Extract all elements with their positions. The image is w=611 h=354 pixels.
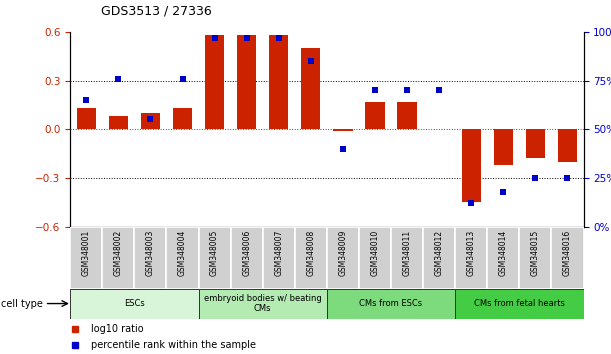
Bar — [199, 289, 327, 319]
Text: percentile rank within the sample: percentile rank within the sample — [91, 340, 256, 350]
Bar — [263, 227, 295, 289]
Point — [563, 175, 573, 181]
Text: GSM348007: GSM348007 — [274, 230, 284, 276]
Bar — [519, 227, 552, 289]
Bar — [359, 227, 391, 289]
Bar — [365, 102, 385, 129]
Text: GSM348009: GSM348009 — [338, 230, 348, 276]
Bar — [103, 227, 134, 289]
Bar — [205, 35, 224, 129]
Text: GSM348002: GSM348002 — [114, 230, 123, 276]
Text: log10 ratio: log10 ratio — [91, 324, 144, 334]
Point — [402, 87, 412, 93]
Point — [306, 58, 316, 64]
Point — [499, 189, 508, 194]
Bar — [327, 227, 359, 289]
Bar — [141, 113, 160, 129]
Bar — [488, 227, 519, 289]
Point — [274, 35, 284, 41]
Bar — [558, 129, 577, 162]
Point — [530, 175, 540, 181]
Point — [210, 35, 219, 41]
Text: GSM348005: GSM348005 — [210, 230, 219, 276]
Point — [145, 117, 155, 122]
Text: GSM348016: GSM348016 — [563, 230, 572, 276]
Bar — [199, 227, 231, 289]
Bar — [70, 289, 199, 319]
Point — [338, 146, 348, 152]
Text: GSM348004: GSM348004 — [178, 230, 187, 276]
Point — [434, 87, 444, 93]
Text: GSM348008: GSM348008 — [306, 230, 315, 276]
Bar — [398, 102, 417, 129]
Bar — [231, 227, 263, 289]
Text: GSM348014: GSM348014 — [499, 230, 508, 276]
Bar — [334, 129, 353, 131]
Bar — [166, 227, 199, 289]
Text: GDS3513 / 27336: GDS3513 / 27336 — [101, 5, 211, 18]
Point — [466, 200, 476, 206]
Bar — [295, 227, 327, 289]
Text: GSM348003: GSM348003 — [146, 230, 155, 276]
Point — [178, 76, 188, 81]
Text: GSM348001: GSM348001 — [82, 230, 91, 276]
Text: GSM348015: GSM348015 — [531, 230, 540, 276]
Text: embryoid bodies w/ beating
CMs: embryoid bodies w/ beating CMs — [204, 294, 321, 313]
Point — [114, 76, 123, 81]
Bar — [525, 129, 545, 159]
Text: GSM348011: GSM348011 — [403, 230, 412, 276]
Text: GSM348013: GSM348013 — [467, 230, 476, 276]
Bar — [552, 227, 584, 289]
Bar — [109, 116, 128, 129]
Text: CMs from ESCs: CMs from ESCs — [359, 299, 423, 308]
Bar — [391, 227, 423, 289]
Text: cell type: cell type — [1, 298, 43, 309]
Point — [242, 35, 252, 41]
Bar — [70, 227, 103, 289]
Bar — [237, 35, 257, 129]
Bar — [173, 108, 192, 129]
Bar — [423, 227, 455, 289]
Bar — [494, 129, 513, 165]
Bar — [269, 35, 288, 129]
Point — [370, 87, 380, 93]
Text: ESCs: ESCs — [124, 299, 145, 308]
Bar — [301, 48, 320, 129]
Text: GSM348010: GSM348010 — [370, 230, 379, 276]
Bar — [134, 227, 166, 289]
Point — [81, 97, 91, 103]
Bar — [327, 289, 455, 319]
Text: GSM348012: GSM348012 — [434, 230, 444, 276]
Bar — [462, 129, 481, 202]
Bar — [77, 108, 96, 129]
Text: CMs from fetal hearts: CMs from fetal hearts — [474, 299, 565, 308]
Text: GSM348006: GSM348006 — [242, 230, 251, 276]
Bar — [455, 289, 584, 319]
Bar — [455, 227, 488, 289]
